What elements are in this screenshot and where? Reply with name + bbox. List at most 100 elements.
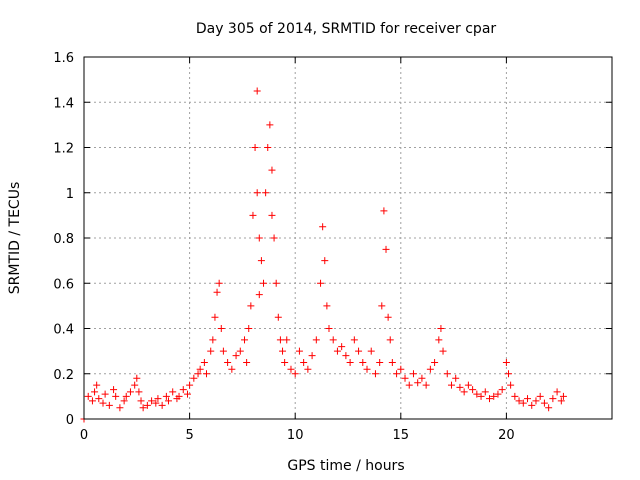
data-point [300,358,308,366]
data-point [435,336,443,344]
y-tick-label: 1.2 [53,142,74,157]
data-point [329,336,337,344]
data-point [169,388,177,396]
data-point [490,392,498,400]
data-point [276,336,284,344]
data-point [325,325,333,332]
data-point [323,302,331,310]
data-point [559,392,567,400]
data-point [152,399,160,407]
data-point [507,381,515,389]
data-point [553,388,561,396]
data-point [532,397,540,405]
data-point [346,358,354,366]
data-point [380,207,388,215]
data-point [342,352,350,360]
y-tick-label: 1.4 [53,96,74,111]
data-point [251,144,259,151]
data-point [426,365,434,373]
data-point [122,392,130,400]
data-point [540,399,548,407]
data-point [304,365,312,373]
data-point [99,399,107,407]
data-point [528,401,536,409]
data-point [158,401,166,409]
data-point [308,352,316,360]
data-point [232,352,240,360]
data-point [257,257,265,265]
data-point [437,325,445,332]
data-point [452,374,460,382]
data-point [557,397,565,405]
data-point [388,358,396,366]
y-tick-label: 1.6 [53,51,74,66]
y-axis-label: SRMTID / TECUs [7,182,23,295]
data-point [549,395,557,403]
y-tick-label: 0.4 [53,323,74,338]
data-point [274,313,282,321]
data-point [359,358,367,366]
data-point [228,365,236,373]
data-point [338,343,346,351]
data-point [179,386,187,394]
plot-frame [83,56,613,420]
data-point [88,397,96,405]
data-point [253,189,261,197]
data-point [511,392,519,400]
data-point [247,302,255,310]
y-tick-label: 1 [66,187,74,202]
data-point [133,374,141,382]
data-point [202,370,210,378]
data-point [186,381,194,389]
data-point [401,374,409,382]
data-point [272,279,280,287]
data-point [439,347,447,355]
y-tick-label: 0.2 [53,368,74,383]
data-point [473,390,481,398]
data-point [139,404,147,412]
data-point [112,392,120,400]
data-point [350,336,358,344]
data-point [268,211,276,219]
data-point [268,166,276,174]
data-point [101,390,109,398]
data-point [260,279,268,287]
data-point [376,358,384,366]
data-point [236,347,244,355]
data-point [217,325,225,332]
data-point [524,395,532,403]
data-point [386,336,394,344]
data-point [312,336,320,344]
data-point [219,347,227,355]
data-point [255,291,263,299]
data-point [536,392,544,400]
data-point [333,347,341,355]
data-point [93,381,101,389]
data-point [143,401,151,409]
y-tick-label: 0.6 [53,277,74,292]
data-point [270,234,278,242]
data-point [120,397,128,405]
data-point [393,370,401,378]
data-point [431,358,439,366]
data-point [498,386,506,394]
data-point [200,358,208,366]
data-point [384,313,392,321]
data-point [196,365,204,373]
data-point [255,234,263,242]
data-point [95,395,103,403]
data-point [405,381,413,389]
data-point [464,381,472,389]
x-axis-label: GPS time / hours [287,458,404,474]
data-point [164,397,172,405]
data-point [460,388,468,396]
data-point [131,381,139,389]
data-point [135,388,143,396]
y-tick-label: 0.8 [53,232,74,247]
data-point [243,358,251,366]
data-point [116,404,124,412]
data-point [397,365,405,373]
data-point [249,211,257,219]
data-point [207,347,215,355]
data-point [281,358,289,366]
